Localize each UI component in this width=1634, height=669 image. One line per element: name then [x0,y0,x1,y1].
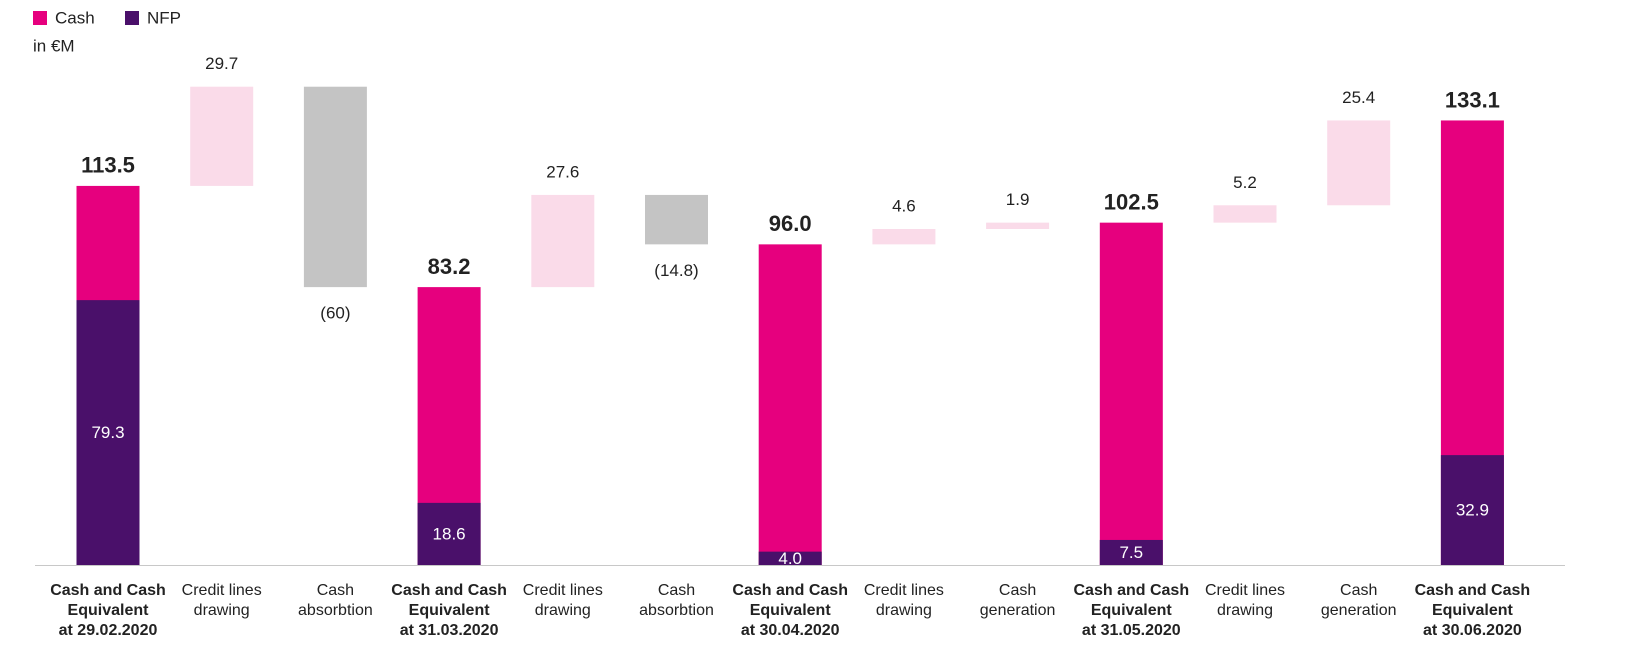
x-tick-label: Equivalent [1432,602,1514,619]
legend-swatch [33,11,47,25]
x-tick-label: at 29.02.2020 [59,622,158,639]
x-tick-label: at 30.06.2020 [1423,622,1522,639]
nfp-bar [758,551,822,565]
nfp-bar [417,502,481,565]
nfp-label: 79.3 [91,423,124,442]
total-label: 96.0 [769,211,812,236]
chart-subtitle: in €M [33,36,75,55]
delta-label: 5.2 [1233,173,1257,192]
nfp-label: 7.5 [1119,543,1143,562]
delta-label: (14.8) [654,261,698,280]
x-tick-label: at 31.05.2020 [1082,622,1181,639]
x-tick-label: absorbtion [298,602,373,619]
x-tick-label: drawing [876,602,932,619]
x-tick-label: Equivalent [409,602,491,619]
x-tick-label: Cash and Cash [1074,582,1190,599]
x-tick-label: Credit lines [864,582,944,599]
x-tick-label: Cash and Cash [50,582,166,599]
legend-label: Cash [55,8,95,27]
increase-bar [986,222,1050,229]
x-tick-label: Credit lines [182,582,262,599]
increase-bar [190,86,254,186]
x-tick-label: Cash [1340,582,1377,599]
nfp-bar [76,300,140,565]
delta-label: (60) [320,304,350,323]
total-label: 83.2 [428,254,471,279]
x-tick-label: at 31.03.2020 [400,622,499,639]
delta-label: 29.7 [205,54,238,73]
cash-bar [758,244,822,566]
x-tick-label: Credit lines [523,582,603,599]
nfp-label: 32.9 [1456,501,1489,520]
legend-label: NFP [147,8,181,27]
x-tick-label: Equivalent [68,602,150,619]
legend-swatch [125,11,139,25]
x-tick-label: generation [980,602,1056,619]
x-tick-label: generation [1321,602,1397,619]
cash-bar [1099,222,1163,565]
x-tick-label: drawing [194,602,250,619]
total-label: 133.1 [1445,87,1500,112]
x-tick-label: absorbtion [639,602,714,619]
x-tick-label: Equivalent [750,602,832,619]
x-tick-label: Cash [999,582,1036,599]
x-tick-label: Cash [317,582,354,599]
x-tick-label: drawing [1217,602,1273,619]
delta-label: 25.4 [1342,88,1375,107]
nfp-label: 18.6 [433,524,466,543]
delta-label: 1.9 [1006,190,1030,209]
delta-label: 4.6 [892,196,916,215]
nfp-bar [1440,455,1504,565]
x-tick-label: Cash [658,582,695,599]
nfp-label: 4.0 [778,549,802,568]
delta-label: 27.6 [546,162,579,181]
total-label: 113.5 [81,153,135,178]
x-tick-label: at 30.04.2020 [741,622,840,639]
x-tick-label: Cash and Cash [391,582,507,599]
total-label: 102.5 [1104,189,1159,214]
decrease-bar [303,86,367,288]
x-tick-label: drawing [535,602,591,619]
x-tick-label: Credit lines [1205,582,1285,599]
x-tick-label: Equivalent [1091,602,1173,619]
increase-bar [872,228,936,245]
increase-bar [1213,205,1277,223]
increase-bar [531,194,595,288]
nfp-bar [1099,539,1163,565]
x-tick-label: Cash and Cash [732,582,848,599]
x-tick-label: Cash and Cash [1415,582,1531,599]
decrease-bar [645,194,708,245]
increase-bar [1327,120,1391,206]
